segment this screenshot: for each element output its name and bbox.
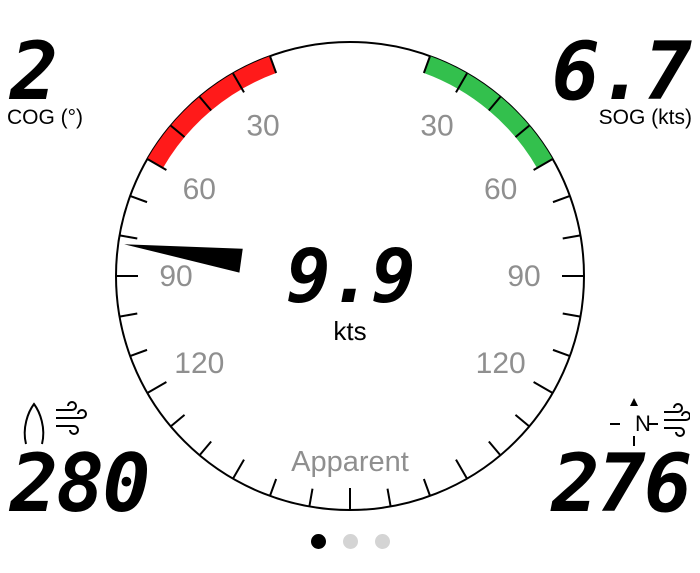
gauge-tick xyxy=(232,459,245,480)
gauge-angle-label: 90 xyxy=(507,260,540,293)
gauge-ticks xyxy=(116,55,584,510)
gauge-tick xyxy=(146,381,167,394)
cog-label: COG (°) xyxy=(7,106,84,129)
gauge-tick xyxy=(198,96,212,112)
gauge-tick xyxy=(422,55,431,74)
page-dot[interactable] xyxy=(343,534,358,549)
gauge-angle-label: 60 xyxy=(183,173,216,206)
gauge-tick xyxy=(552,348,571,357)
bottom-left-value: 280 xyxy=(10,437,150,530)
gauge-tick xyxy=(170,124,186,138)
sog-value: 6.7 xyxy=(551,25,692,118)
gauge-tick xyxy=(455,459,468,480)
north-letter: N xyxy=(635,411,651,436)
sog-label: SOG (kts) xyxy=(598,106,692,129)
gauge-tick xyxy=(455,72,468,93)
cog-value: 2 xyxy=(10,25,58,118)
bottom-right-value: 276 xyxy=(551,437,692,530)
wind-speed-unit: kts xyxy=(333,316,367,346)
north-wind-icon xyxy=(610,398,690,446)
gauge-tick xyxy=(119,234,138,240)
gauge-tick xyxy=(198,440,212,456)
gauge-angle-label: 30 xyxy=(420,109,453,142)
gauge-tick xyxy=(232,72,245,93)
gauge-tick xyxy=(514,414,530,428)
gauge-tick xyxy=(386,488,392,507)
gauge-angle-label: 120 xyxy=(476,347,526,380)
gauge-tick xyxy=(533,158,554,171)
gauge-angle-labels: 30 30 60 60 90 90 120 120 xyxy=(159,109,540,380)
wind-needle xyxy=(124,244,243,273)
wind-speed-value: 9.9 xyxy=(286,234,416,320)
gauge-tick xyxy=(146,158,167,171)
gauge-tick xyxy=(562,234,581,240)
gauge-tick xyxy=(308,488,314,507)
gauge-tick xyxy=(422,478,431,497)
gauge-tick xyxy=(119,312,138,318)
gauge-tick xyxy=(269,55,278,74)
gauge-angle-label: 60 xyxy=(484,173,517,206)
gauge-tick xyxy=(533,381,554,394)
gauge-angle-label: 30 xyxy=(246,109,279,142)
apparent-label: Apparent xyxy=(291,446,409,478)
gauge-tick xyxy=(514,124,530,138)
boat-wind-icon xyxy=(23,401,87,445)
gauge-tick xyxy=(129,195,148,204)
page-dot[interactable] xyxy=(375,534,390,549)
gauge-tick xyxy=(129,348,148,357)
gauge-tick xyxy=(170,414,186,428)
gauge-tick xyxy=(552,195,571,204)
gauge-angle-label: 120 xyxy=(174,347,224,380)
page-indicator[interactable] xyxy=(311,534,390,549)
page-dot[interactable] xyxy=(311,534,326,549)
gauge-tick xyxy=(488,440,502,456)
gauge-tick xyxy=(488,96,502,112)
gauge-angle-label: 90 xyxy=(159,260,192,293)
gauge-tick xyxy=(562,312,581,318)
gauge-tick xyxy=(269,478,278,497)
